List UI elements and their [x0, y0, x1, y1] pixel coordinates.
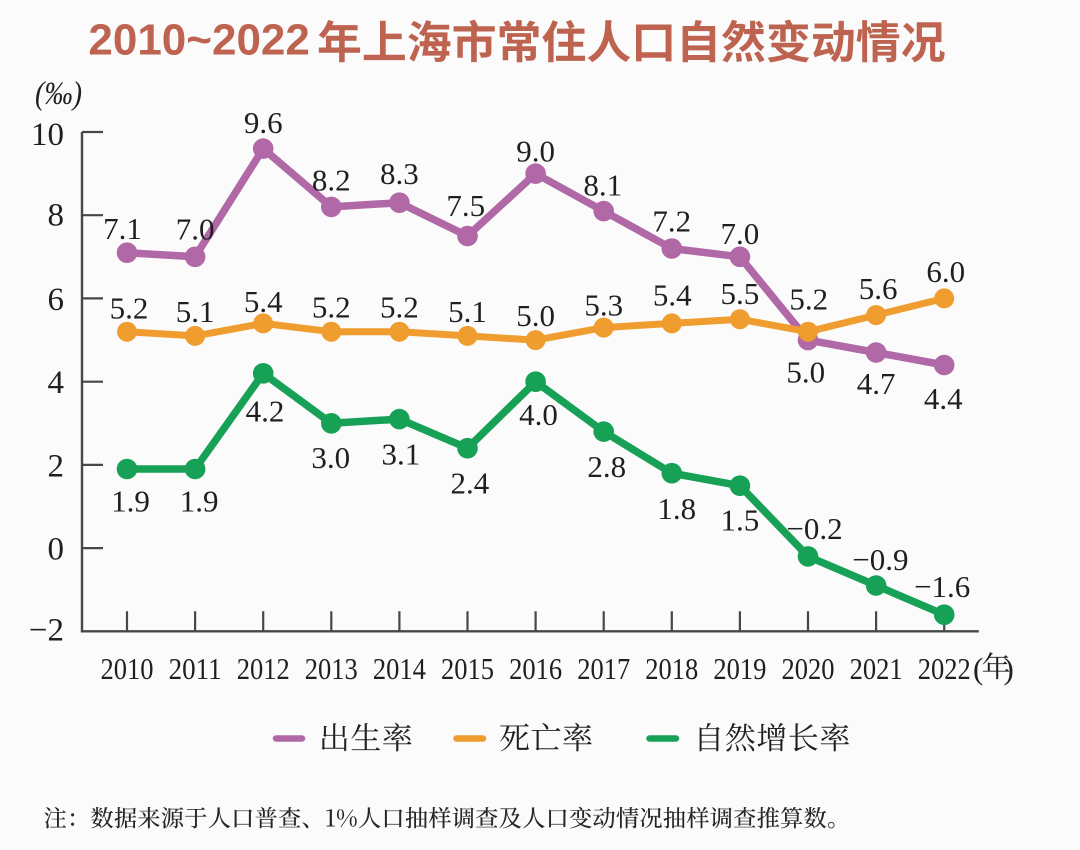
svg-text:7.5: 7.5	[446, 188, 485, 223]
svg-text:4.0: 4.0	[519, 397, 558, 432]
svg-text:2020: 2020	[782, 651, 835, 686]
svg-text:3.0: 3.0	[311, 440, 350, 475]
svg-text:5.6: 5.6	[859, 271, 898, 306]
svg-text:8: 8	[48, 198, 65, 234]
svg-text:8.2: 8.2	[312, 163, 351, 198]
svg-text:6.0: 6.0	[926, 254, 965, 289]
svg-text:−1.6: −1.6	[914, 569, 970, 604]
svg-text:2013: 2013	[305, 651, 358, 686]
svg-text:7.0: 7.0	[176, 212, 215, 247]
svg-text:4.4: 4.4	[924, 381, 963, 416]
svg-text:5.0: 5.0	[516, 298, 555, 333]
svg-text:−2: −2	[29, 613, 64, 649]
svg-text:2016: 2016	[509, 651, 562, 686]
svg-text:1.9: 1.9	[180, 484, 219, 519]
svg-text:9.0: 9.0	[516, 134, 555, 169]
svg-text:5.1: 5.1	[448, 294, 487, 329]
svg-text:3.1: 3.1	[382, 437, 421, 472]
svg-text:2019: 2019	[713, 651, 766, 686]
svg-text:2018: 2018	[645, 651, 698, 686]
svg-text:5.3: 5.3	[584, 288, 623, 323]
svg-text:2010~2022: 2010~2022	[88, 16, 309, 65]
svg-text:5.4: 5.4	[244, 284, 283, 319]
svg-text:2010: 2010	[101, 651, 154, 686]
svg-text:5.4: 5.4	[653, 278, 692, 313]
svg-text:2022: 2022	[918, 651, 971, 686]
svg-text:2021: 2021	[850, 651, 903, 686]
svg-text:(‰): (‰)	[35, 76, 82, 112]
svg-text:5.0: 5.0	[786, 354, 825, 389]
svg-text:5.2: 5.2	[110, 290, 149, 325]
svg-text:2012: 2012	[237, 651, 290, 686]
svg-text:2014: 2014	[373, 651, 426, 686]
svg-text:5.1: 5.1	[176, 294, 215, 329]
svg-text:4: 4	[48, 365, 65, 401]
svg-text:4.2: 4.2	[246, 394, 285, 429]
svg-text:2.4: 2.4	[451, 466, 490, 501]
svg-text:8.3: 8.3	[380, 156, 419, 191]
svg-text:1.5: 1.5	[721, 503, 760, 538]
svg-text:7.1: 7.1	[103, 211, 142, 246]
svg-text:7.2: 7.2	[652, 204, 691, 239]
svg-text:10: 10	[31, 117, 64, 153]
svg-text:5.2: 5.2	[312, 290, 351, 325]
svg-text:1.9: 1.9	[111, 484, 150, 519]
svg-text:6: 6	[48, 282, 65, 318]
svg-text:−0.9: −0.9	[852, 542, 908, 577]
svg-text:0: 0	[48, 532, 65, 568]
svg-text:2017: 2017	[577, 651, 630, 686]
svg-text:8.1: 8.1	[583, 168, 622, 203]
svg-text:7.0: 7.0	[721, 216, 760, 251]
svg-text:(: (	[973, 651, 983, 686]
svg-text:5.2: 5.2	[380, 290, 419, 325]
svg-text:2: 2	[48, 448, 65, 484]
svg-text:4.7: 4.7	[857, 366, 896, 401]
svg-text:2015: 2015	[441, 651, 494, 686]
svg-text:2.8: 2.8	[587, 449, 626, 484]
svg-text:9.6: 9.6	[244, 105, 283, 140]
svg-text:): )	[1004, 651, 1014, 686]
svg-text:2011: 2011	[169, 651, 222, 686]
svg-text:5.5: 5.5	[721, 276, 760, 311]
svg-text:−0.2: −0.2	[786, 511, 842, 546]
svg-text:1.8: 1.8	[657, 491, 696, 526]
svg-text:5.2: 5.2	[789, 282, 828, 317]
